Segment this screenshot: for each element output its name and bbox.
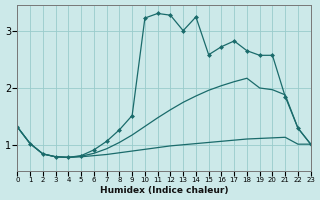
X-axis label: Humidex (Indice chaleur): Humidex (Indice chaleur) — [100, 186, 228, 195]
